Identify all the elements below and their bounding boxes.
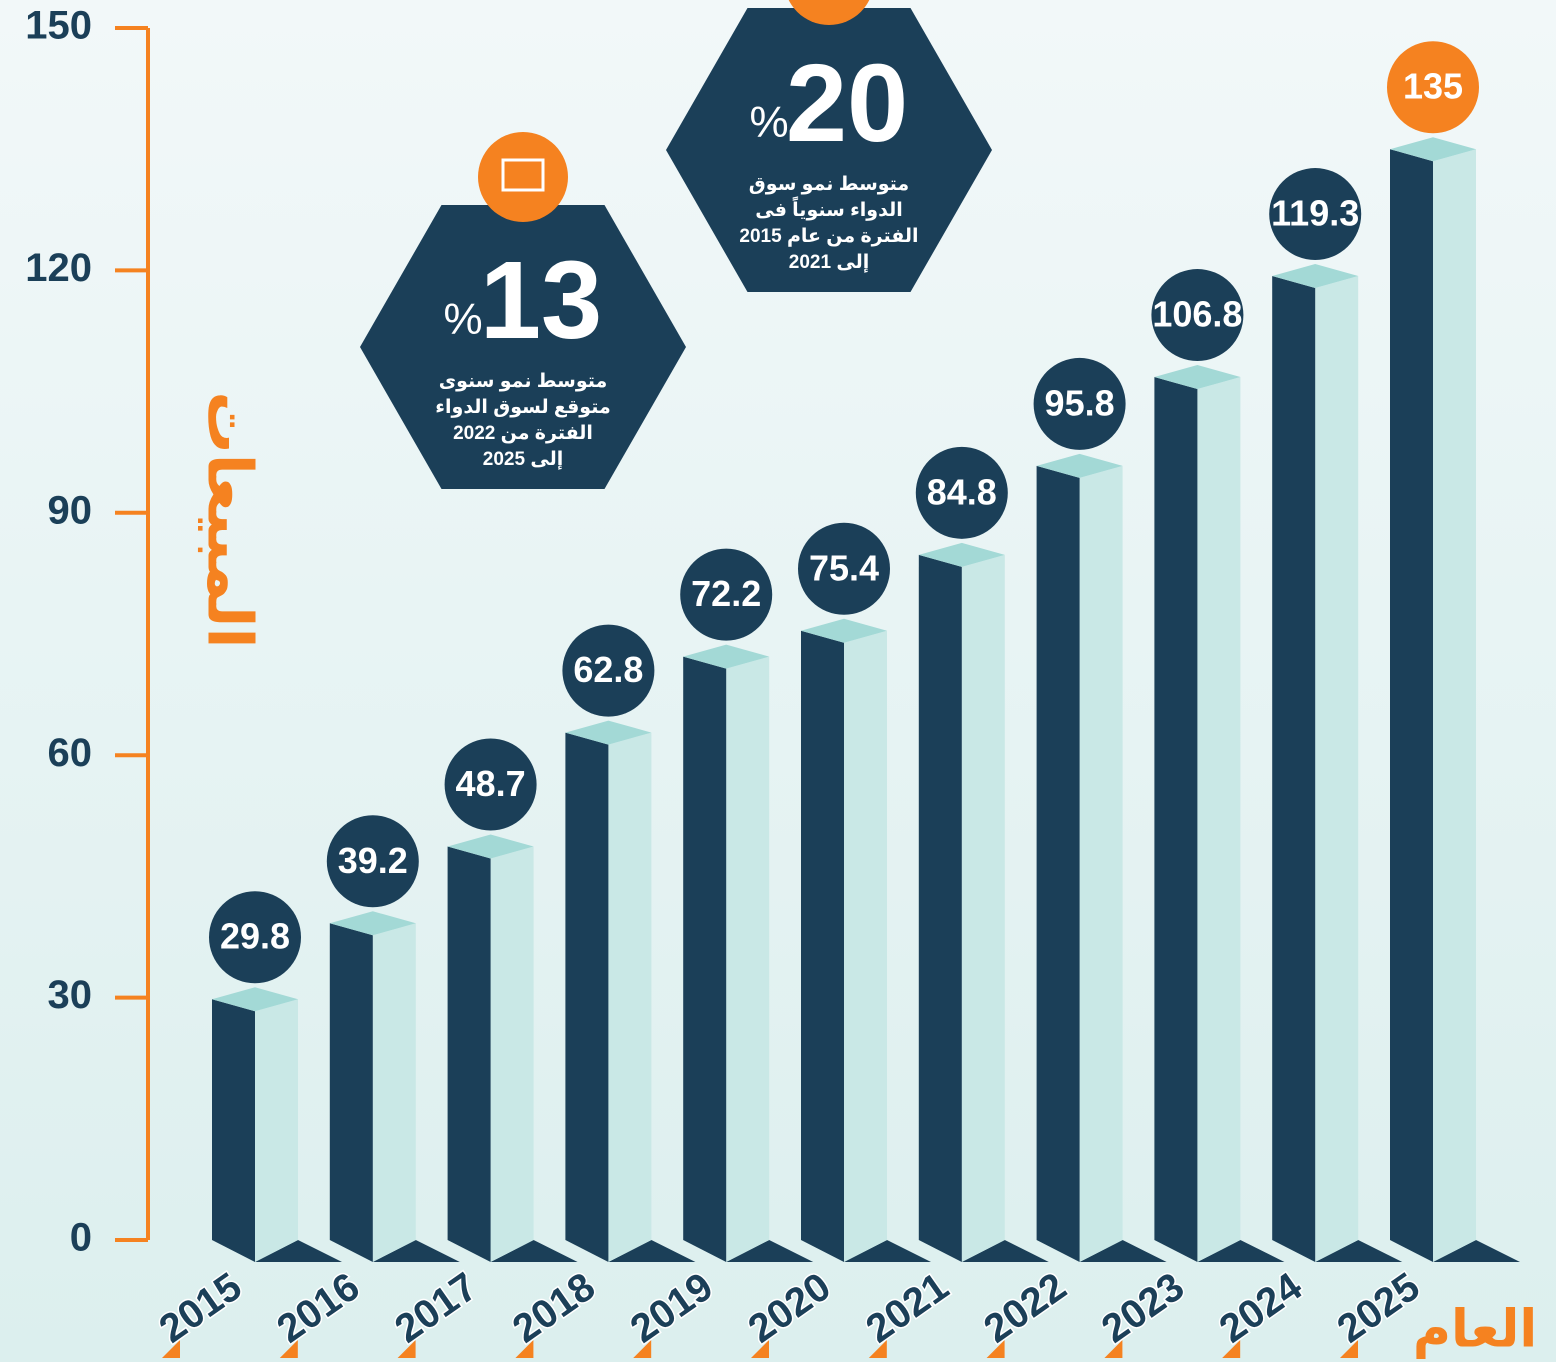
value-label: 39.2	[338, 840, 408, 881]
bar-front	[801, 631, 844, 1262]
bar-front	[1154, 377, 1197, 1262]
info-number: 20	[786, 42, 908, 165]
value-label: 95.8	[1045, 382, 1115, 423]
bar-side	[1433, 149, 1476, 1262]
bar-front	[565, 733, 608, 1262]
bar-front	[212, 999, 255, 1262]
bar-front	[448, 847, 491, 1262]
bar-front	[330, 923, 373, 1262]
y-tick-label: 150	[25, 4, 92, 48]
value-label: 135	[1403, 66, 1463, 107]
y-tick-label: 30	[48, 973, 93, 1017]
bar-side	[373, 923, 416, 1262]
bar-side	[1315, 276, 1358, 1262]
bar-front	[1390, 149, 1433, 1262]
value-label: 29.8	[220, 916, 290, 957]
value-label: 62.8	[573, 649, 643, 690]
chart: المبيعات العام 030609012015029.8201539.2…	[0, 0, 1556, 1362]
info-text: الفترة من عام 2015	[739, 226, 918, 247]
value-label: 84.8	[927, 471, 997, 512]
x-axis-label: العام	[1413, 1301, 1537, 1360]
bar-side	[726, 657, 769, 1262]
info-text: الدواء سنوياً فى	[755, 196, 903, 221]
info-text: متوسط نمو سنوى	[439, 371, 608, 392]
info-text: الفترة من 2022	[453, 423, 593, 444]
info-text: إلى 2021	[789, 252, 869, 273]
bar-side	[491, 847, 534, 1262]
bar-front	[1272, 276, 1315, 1262]
y-tick-label: 120	[25, 246, 92, 290]
info-text: إلى 2025	[483, 449, 563, 470]
bar-side	[1197, 377, 1240, 1262]
page: المبيعات العام 030609012015029.8201539.2…	[0, 0, 1556, 1362]
bar-side	[962, 555, 1005, 1262]
value-label: 75.4	[809, 547, 879, 588]
bar-side	[608, 733, 651, 1262]
bar-side	[844, 631, 887, 1262]
bar-front	[919, 555, 962, 1262]
value-label: 106.8	[1152, 294, 1242, 335]
y-tick-label: 0	[70, 1216, 92, 1260]
info-text: متوقع لسوق الدواء	[435, 397, 610, 418]
bar-side	[1080, 466, 1123, 1262]
info-number: 13	[480, 239, 602, 362]
bar-front	[1037, 466, 1080, 1262]
value-label: 72.2	[691, 573, 761, 614]
info-unit: %	[749, 98, 788, 147]
value-label: 119.3	[1271, 193, 1359, 234]
bar-front	[683, 657, 726, 1262]
bar-side	[255, 999, 298, 1262]
info-text: متوسط نمو سوق	[749, 174, 909, 195]
info-icon-circle	[478, 132, 568, 222]
value-label: 48.7	[456, 763, 526, 804]
y-axis-label: المبيعات	[195, 391, 264, 648]
y-tick-label: 90	[48, 488, 93, 532]
y-tick-label: 60	[48, 731, 93, 775]
info-unit: %	[443, 295, 482, 344]
